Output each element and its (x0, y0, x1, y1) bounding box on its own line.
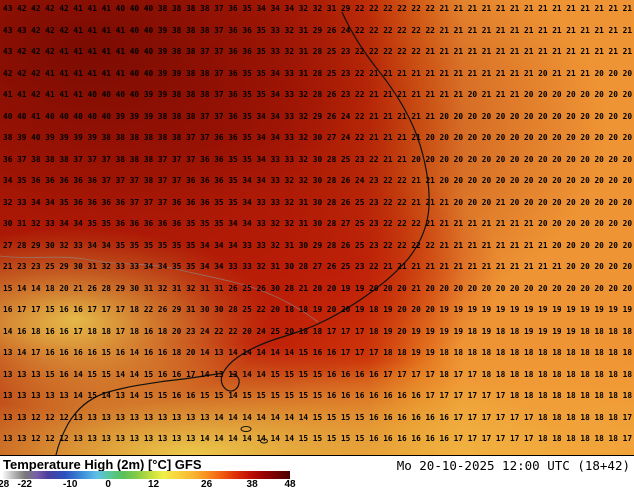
scale-tick-label: -22 (17, 479, 32, 490)
temperature-row: 34 35 36 36 36 36 36 37 37 37 38 37 37 3… (3, 176, 633, 185)
temperature-row: 43 42 42 42 41 41 41 41 41 40 40 39 38 3… (3, 47, 633, 56)
river-line (0, 255, 319, 323)
scale-tick-label: 12 (148, 479, 160, 490)
temperature-row: 13 13 12 12 12 13 13 13 13 13 13 13 13 1… (3, 412, 633, 422)
temperature-row: 43 43 42 42 42 41 41 41 41 40 40 39 38 3… (3, 25, 633, 35)
coastline-east (220, 11, 430, 392)
scale-tick-label: 38 (246, 479, 258, 490)
scale-tick-label: 48 (284, 479, 296, 490)
temperature-row: 30 31 32 33 34 34 35 35 36 36 36 36 36 3… (3, 219, 633, 228)
temperature-row: 13 13 12 12 12 13 13 13 13 13 13 13 13 1… (3, 434, 633, 443)
temperature-row: 13 13 13 13 13 14 15 14 13 14 15 15 16 1… (3, 391, 633, 400)
temperature-row: 27 28 29 30 32 33 34 34 35 35 35 35 35 3… (3, 240, 633, 250)
temperature-row: 41 41 42 41 41 41 40 40 40 40 39 39 38 3… (3, 90, 633, 99)
legend-title: Temperature High (2m) [°C] GFS (3, 457, 202, 472)
scale-tick-label: 0 (105, 479, 111, 490)
coastline-overlay (0, 11, 430, 455)
island (240, 426, 252, 432)
legend-datetime: Mo 20-10-2025 12:00 UTC (18+42) (396, 458, 630, 473)
temperature-row: 21 23 23 25 29 30 31 32 33 33 34 34 35 3… (3, 262, 633, 271)
temperature-row: 32 33 34 34 35 36 36 36 36 37 37 37 36 3… (3, 197, 633, 207)
temperature-row: 16 17 17 15 16 16 17 17 17 18 22 26 29 3… (3, 305, 633, 314)
legend-bar: Temperature High (2m) [°C] GFS Mo 20-10-… (0, 455, 634, 490)
temperature-row: 13 14 17 16 16 16 16 15 16 14 16 16 18 2… (3, 348, 633, 357)
temperature-row: 42 42 42 41 41 41 41 41 41 40 40 39 39 3… (3, 68, 633, 78)
temperature-row: 36 37 38 38 38 37 37 37 38 38 38 37 37 3… (3, 154, 633, 164)
scale-tick-label: 26 (201, 479, 213, 490)
temperature-row: 13 13 13 15 16 14 15 15 14 14 15 16 16 1… (3, 369, 633, 379)
temperature-row: 14 16 18 16 16 17 18 18 17 18 16 18 20 2… (3, 326, 633, 336)
scale-ticks: -28 -22 -10 0 12 26 38 48 (0, 479, 310, 490)
temperature-map: 43 42 42 42 42 41 41 41 40 40 40 38 38 3… (0, 0, 634, 455)
scale-tick-label: -28 (0, 479, 10, 490)
temperature-grid: 43 42 42 42 42 41 41 41 40 40 40 38 38 3… (3, 4, 633, 443)
temperature-row: 43 42 42 42 42 41 41 41 40 40 40 38 38 3… (3, 4, 633, 13)
coastline-south (55, 372, 224, 455)
scale-tick-label: -10 (62, 479, 78, 490)
temperature-scale-gradient (2, 471, 290, 479)
temperature-row: 38 39 40 39 39 39 39 38 38 38 38 38 38 3… (3, 133, 633, 142)
island (260, 438, 268, 444)
temperature-row: 15 14 14 18 20 21 26 28 29 30 31 32 31 3… (3, 283, 633, 293)
temperature-row: 40 40 41 40 40 40 40 40 39 39 39 38 38 3… (3, 111, 633, 121)
